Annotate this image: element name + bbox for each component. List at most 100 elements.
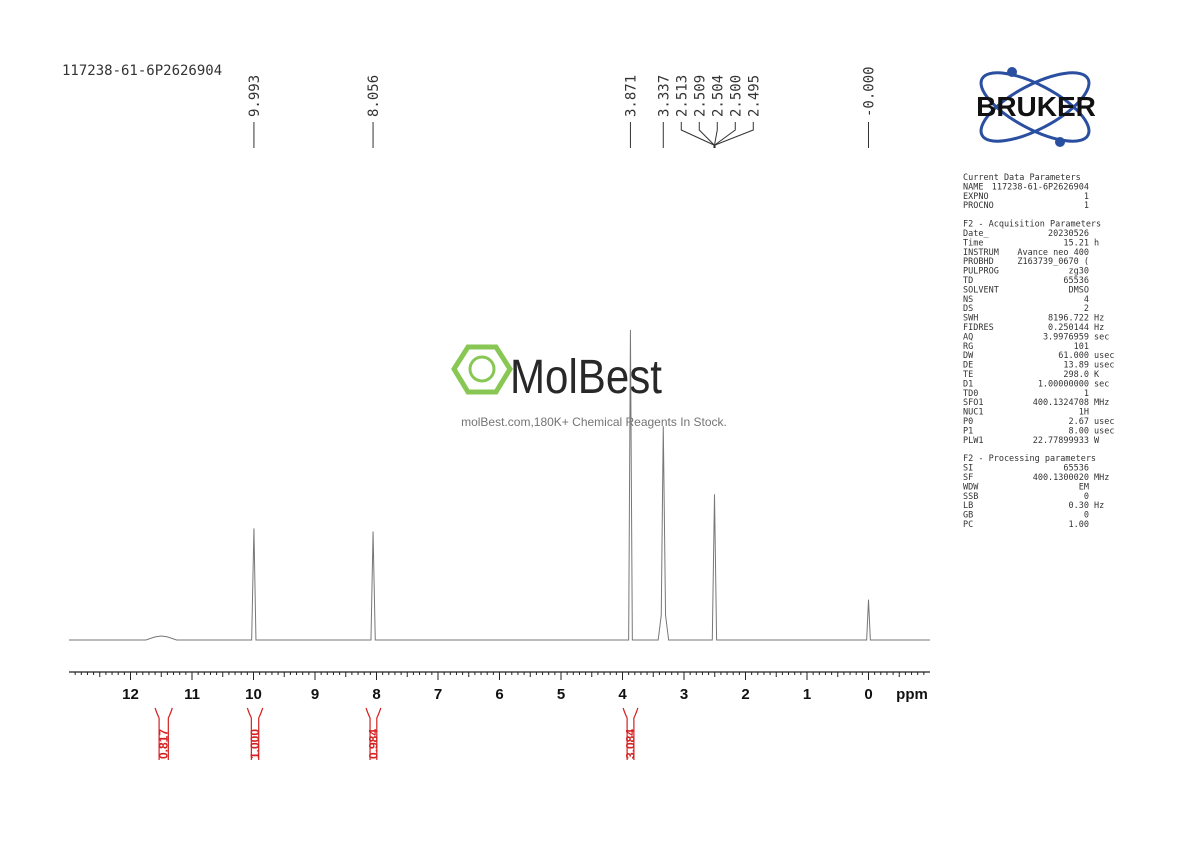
parameter-value: 1H	[1079, 408, 1089, 418]
watermark-icon	[468, 355, 496, 383]
parameter-value: 298.0	[1063, 370, 1089, 380]
parameter-value: 1	[1084, 192, 1089, 202]
parameter-value: 0.30	[1069, 501, 1089, 511]
parameter-value: Avance neo 400	[1017, 248, 1089, 258]
integral-bracket	[154, 707, 173, 760]
parameter-value: 13.89	[1063, 361, 1089, 371]
parameter-key: SFO1	[963, 398, 983, 408]
x-tick-label: 5	[557, 686, 565, 703]
parameter-value: 4	[1084, 295, 1089, 305]
parameter-unit: K	[1094, 370, 1100, 380]
parameter-key: PULPROG	[963, 267, 999, 277]
spectrum-line	[69, 329, 930, 641]
parameter-value: 101	[1074, 342, 1089, 352]
parameter-key: Time	[963, 238, 983, 248]
parameter-unit: usec	[1094, 426, 1114, 436]
peak-label: 2.495	[746, 75, 762, 117]
parameter-key: D1	[963, 379, 973, 389]
parameter-value: Z163739_0670 (	[1017, 257, 1089, 267]
logo-dot	[1007, 67, 1017, 77]
peak-label: 2.509	[692, 75, 708, 117]
integral-bracket	[622, 707, 639, 760]
logo-orbit	[979, 71, 1091, 143]
parameter-key: PROCNO	[963, 201, 994, 211]
parameter-value: 8.00	[1069, 426, 1089, 436]
parameter-value: 0	[1084, 492, 1089, 502]
parameter-key: DE	[963, 361, 973, 371]
x-tick-label: 3	[680, 686, 688, 703]
parameter-unit: MHz	[1094, 473, 1109, 483]
peak-label: 2.513	[674, 75, 690, 117]
parameter-value: 2	[1084, 304, 1089, 314]
parameter-key: SF	[963, 473, 973, 483]
peak-label: 8.056	[366, 75, 382, 117]
watermark: MolBest molBest.com,180K+ Chemical Reage…	[451, 344, 727, 429]
parameter-value: 0	[1084, 511, 1089, 521]
parameter-value: 15.21	[1063, 238, 1089, 248]
parameter-key: RG	[963, 342, 973, 352]
parameter-key: SWH	[963, 314, 978, 324]
parameter-unit: Hz	[1094, 501, 1104, 511]
peak-label: 3.337	[656, 75, 672, 117]
parameter-unit: MHz	[1094, 398, 1109, 408]
logo-text: BRUKER	[976, 91, 1096, 122]
parameter-key: AQ	[963, 332, 973, 342]
parameter-unit: sec	[1094, 379, 1109, 389]
peak-label: 9.993	[247, 75, 263, 117]
x-tick-label: 8	[372, 686, 380, 703]
x-tick-label: 6	[495, 686, 503, 703]
parameter-key: WDW	[963, 482, 979, 492]
parameter-value: 22.77899933	[1033, 436, 1089, 446]
x-tick-label: 0	[864, 686, 872, 703]
parameter-value: 65536	[1063, 276, 1089, 286]
bruker-logo: BRUKER	[976, 67, 1096, 147]
parameter-value: 65536	[1063, 464, 1089, 474]
parameter-key: DW	[963, 351, 974, 361]
parameter-key: NUC1	[963, 408, 983, 418]
parameter-key: DS	[963, 304, 973, 314]
parameter-key: SSB	[963, 492, 978, 502]
logo-dot	[1055, 137, 1065, 147]
parameter-value: 8196.722	[1048, 314, 1089, 324]
parameter-section-title: F2 - Acquisition Parameters	[963, 220, 1101, 230]
parameter-unit: h	[1094, 238, 1099, 248]
parameter-key: PROBHD	[963, 257, 994, 267]
parameter-key: NAME	[963, 182, 983, 192]
watermark-icon	[451, 344, 513, 395]
peak-label: 3.871	[623, 75, 639, 117]
x-tick-label: 7	[434, 686, 442, 703]
peak-connector	[714, 122, 754, 148]
integral-label: 0.984	[366, 729, 380, 759]
parameter-value: zg30	[1069, 267, 1089, 277]
parameter-unit: sec	[1094, 332, 1109, 342]
x-tick-label: 10	[245, 686, 262, 703]
parameter-value: 0.250144	[1048, 323, 1089, 333]
x-tick-label: 4	[618, 686, 627, 703]
x-tick-label: 12	[122, 686, 139, 703]
peak-label: 2.500	[728, 75, 744, 117]
parameter-key: SI	[963, 464, 973, 474]
parameter-unit: usec	[1094, 417, 1114, 427]
parameter-key: SOLVENT	[963, 285, 999, 295]
parameter-unit: usec	[1094, 361, 1114, 371]
parameter-key: TD	[963, 276, 973, 286]
logo-orbit	[979, 71, 1091, 143]
parameter-section-title: Current Data Parameters	[963, 173, 1081, 183]
parameter-key: FIDRES	[963, 323, 994, 333]
integral-bracket	[365, 707, 382, 760]
integral-label: 1.000	[248, 729, 262, 759]
x-tick-label: 2	[741, 686, 749, 703]
parameter-value: 1	[1084, 389, 1089, 399]
parameter-value: 20230526	[1048, 229, 1089, 239]
parameter-key: TE	[963, 370, 973, 380]
parameter-value: 117238-61-6P2626904	[992, 182, 1089, 192]
parameter-key: PC	[963, 520, 973, 530]
peak-label: -0.000	[862, 66, 878, 117]
parameter-value: 1.00	[1069, 520, 1089, 530]
parameter-unit: W	[1094, 436, 1100, 446]
parameter-value: DMSO	[1069, 285, 1089, 295]
parameter-section-title: F2 - Processing parameters	[963, 454, 1096, 464]
x-tick-label: 11	[184, 686, 200, 703]
